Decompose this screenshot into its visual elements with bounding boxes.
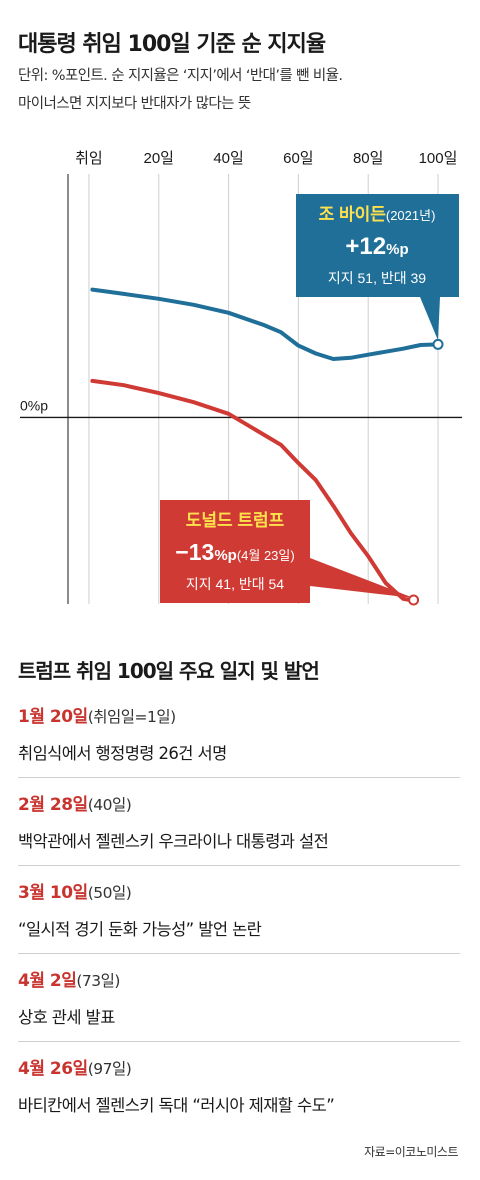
series-end-point — [408, 594, 420, 606]
series-end-point — [432, 338, 444, 350]
timeline-title: 트럼프 취임 100일 주요 일지 및 발언 — [18, 659, 320, 683]
event-text: “일시적 경기 둔화 가능성” 발언 논란 — [18, 920, 262, 939]
event-day: (취임일=1일) — [87, 708, 176, 726]
unit-note: 단위: %포인트. 순 지지율은 ‘지지’에서 ‘반대’를 뺀 비율. — [18, 68, 343, 84]
timeline-list: 1월 20일(취임일=1일) 취임식에서 행정명령 26건 서명 2월 28일(… — [18, 690, 460, 1130]
callout-detail: 지지 41, 반대 54 — [186, 576, 284, 592]
callout-box — [160, 500, 310, 603]
event-day: (97일) — [87, 1060, 132, 1078]
timeline-event: 4월 2일(73일) 상호 관세 발표 — [18, 954, 460, 1042]
biden-callout: 조 바이든(2021년) +12%p 지지 51, 반대 39 — [296, 194, 459, 341]
timeline-event: 3월 10일(50일) “일시적 경기 둔화 가능성” 발언 논란 — [18, 866, 460, 954]
event-date: 2월 28일 — [18, 795, 88, 815]
callout-value: −13%p(4월 23일) — [175, 539, 294, 565]
event-text: 취임식에서 행정명령 26건 서명 — [18, 744, 227, 763]
x-tick-label: 20일 — [144, 150, 175, 167]
event-date: 1월 20일 — [18, 707, 88, 727]
timeline-event: 1월 20일(취임일=1일) 취임식에서 행정명령 26건 서명 — [18, 690, 460, 778]
event-text: 바티칸에서 젤렌스키 독대 “러시아 제재할 수도” — [18, 1096, 335, 1115]
x-tick-label: 60일 — [283, 150, 314, 167]
event-text: 상호 관세 발표 — [18, 1008, 115, 1027]
event-date: 4월 2일 — [18, 971, 77, 991]
zero-label: 0%p — [20, 397, 48, 413]
page-title: 대통령 취임 100일 기준 순 지지율 — [18, 32, 326, 57]
x-tick-label: 40일 — [213, 150, 244, 167]
series-line — [90, 287, 440, 361]
x-tick-label: 취임 — [75, 150, 103, 167]
event-day: (73일) — [76, 972, 120, 990]
event-date: 3월 10일 — [18, 883, 88, 903]
timeline-event: 4월 26일(97일) 바티칸에서 젤렌스키 독대 “러시아 제재할 수도” — [18, 1042, 460, 1130]
negative-note: 마이너스면 지지보다 반대자가 많다는 뜻 — [18, 96, 251, 112]
callout-detail: 지지 51, 반대 39 — [328, 270, 426, 286]
approval-line-chart: 취임 20일 40일 60일 80일 100일 0%p 조 바이든(2021년) +12%p 지지… — [20, 150, 462, 606]
event-text: 백악관에서 젤렌스키 우크라이나 대통령과 설전 — [18, 832, 329, 851]
callout-name-line: 조 바이든(2021년) — [319, 205, 436, 224]
event-date: 4월 26일 — [18, 1059, 88, 1079]
source-credit: 자료=이코노미스트 — [364, 1145, 458, 1159]
callout-pointer — [310, 558, 414, 598]
callout-pointer — [420, 297, 440, 341]
trump-callout: 도널드 트럼프 −13%p(4월 23일) 지지 41, 반대 54 — [160, 500, 414, 603]
timeline-event: 2월 28일(40일) 백악관에서 젤렌스키 우크라이나 대통령과 설전 — [18, 778, 460, 866]
event-day: (50일) — [87, 884, 132, 902]
event-day: (40일) — [87, 796, 132, 814]
callout-box — [296, 194, 459, 297]
x-tick-label: 80일 — [353, 150, 384, 167]
callout-value: +12%p — [345, 233, 408, 260]
callout-name: 도널드 트럼프 — [186, 511, 285, 530]
x-tick-label: 100일 — [419, 150, 458, 167]
